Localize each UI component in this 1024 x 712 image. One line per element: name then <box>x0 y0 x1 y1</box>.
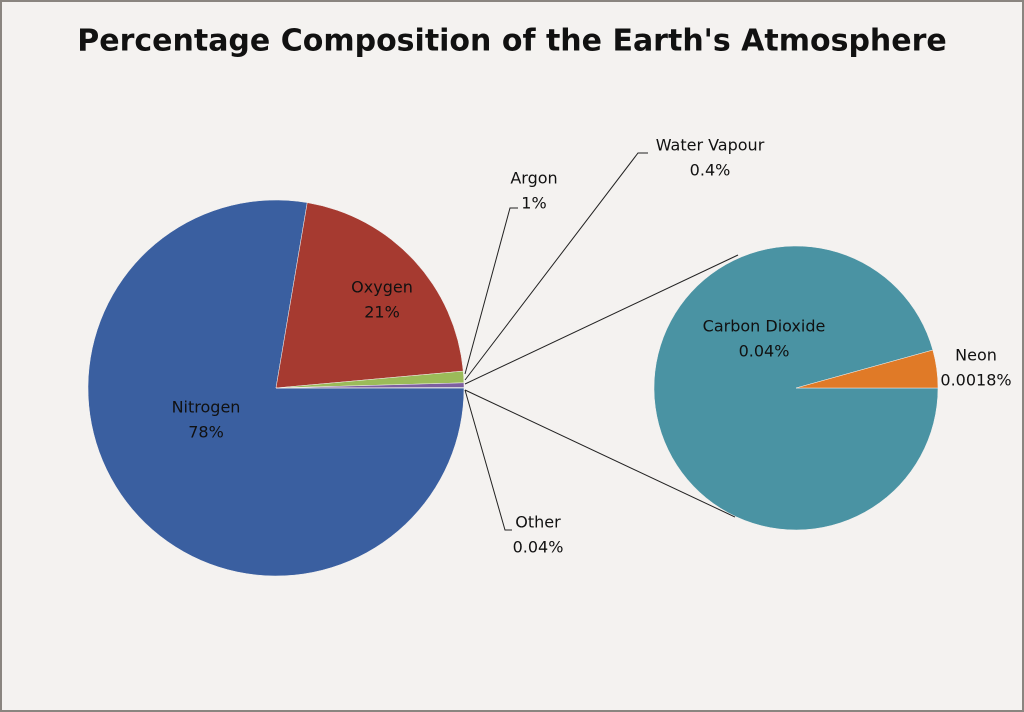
value-label: 1% <box>521 194 546 213</box>
slice-label: Water Vapour <box>656 136 765 155</box>
slice-label: Carbon Dioxide <box>703 317 826 336</box>
pie-slice <box>795 349 939 389</box>
connector-line <box>464 389 736 518</box>
leader-line <box>464 389 512 531</box>
slice-label: Other <box>515 513 561 532</box>
slice-label: Oxygen <box>351 278 413 297</box>
leader-line <box>464 152 648 381</box>
value-label: 0.04% <box>513 538 564 557</box>
connector-line <box>464 254 739 385</box>
leader-line <box>464 207 518 375</box>
value-label: 0.4% <box>690 161 731 180</box>
chart-title: Percentage Composition of the Earth's At… <box>77 24 947 59</box>
value-label: 78% <box>188 423 224 442</box>
slice-label: Argon <box>510 169 557 188</box>
value-label: 0.0018% <box>940 371 1011 390</box>
value-label: 0.04% <box>739 342 790 361</box>
pie-slice <box>275 202 464 389</box>
value-label: 21% <box>364 303 400 322</box>
slice-label: Neon <box>955 346 997 365</box>
slice-label: Nitrogen <box>172 398 241 417</box>
